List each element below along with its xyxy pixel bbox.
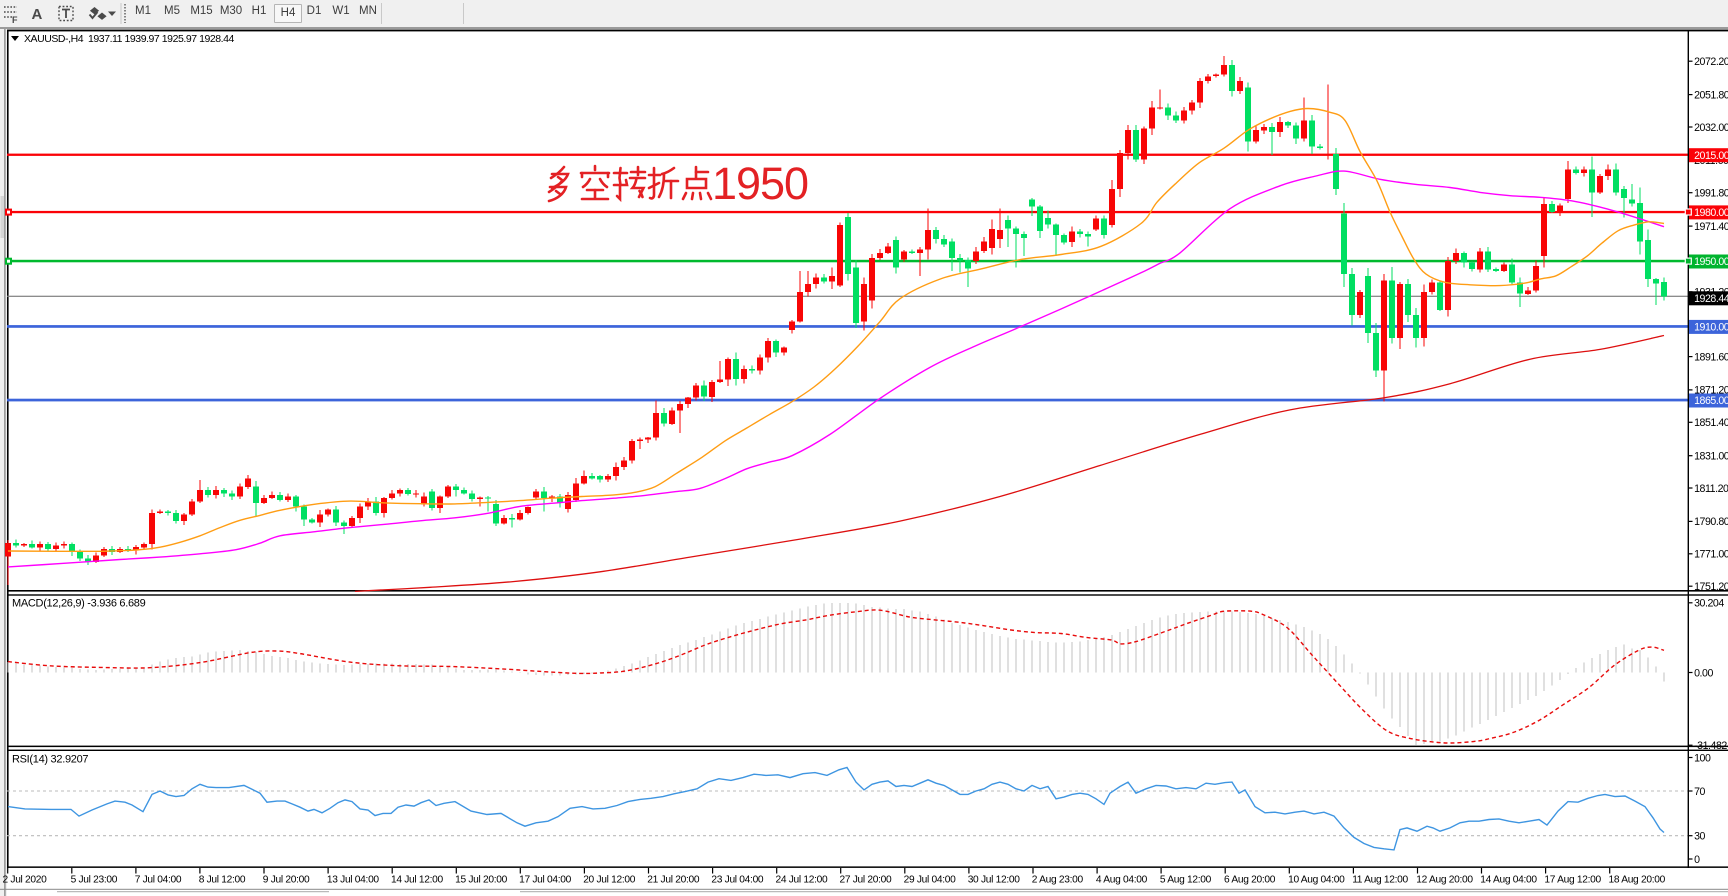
svg-text:1811.20: 1811.20 bbox=[1694, 483, 1728, 495]
svg-text:2 Aug 23:00: 2 Aug 23:00 bbox=[1032, 874, 1084, 885]
svg-text:2015.00: 2015.00 bbox=[1694, 150, 1728, 162]
svg-text:14 Aug 04:00: 14 Aug 04:00 bbox=[1480, 874, 1537, 885]
svg-text:1751.20: 1751.20 bbox=[1694, 581, 1728, 593]
svg-text:29 Jul 04:00: 29 Jul 04:00 bbox=[904, 874, 957, 885]
svg-text:-31.482: -31.482 bbox=[1694, 740, 1727, 752]
svg-text:1950.00: 1950.00 bbox=[1694, 256, 1728, 268]
svg-text:2072.20: 2072.20 bbox=[1694, 56, 1728, 68]
svg-text:F: F bbox=[12, 15, 18, 25]
svg-text:30 Jul 12:00: 30 Jul 12:00 bbox=[968, 874, 1021, 885]
svg-text:1865.00: 1865.00 bbox=[1694, 395, 1728, 407]
svg-text:1790.80: 1790.80 bbox=[1694, 516, 1728, 528]
svg-text:1950: 1950 bbox=[712, 158, 809, 209]
svg-text:1910.00: 1910.00 bbox=[1694, 322, 1728, 334]
svg-text:24 Jul 12:00: 24 Jul 12:00 bbox=[776, 874, 829, 885]
svg-text:2032.00: 2032.00 bbox=[1694, 122, 1728, 134]
svg-text:100: 100 bbox=[1694, 752, 1711, 764]
svg-text:27 Jul 20:00: 27 Jul 20:00 bbox=[840, 874, 893, 885]
svg-text:17 Jul 04:00: 17 Jul 04:00 bbox=[519, 874, 572, 885]
svg-text:5 Jul 23:00: 5 Jul 23:00 bbox=[71, 874, 118, 885]
svg-text:4 Aug 04:00: 4 Aug 04:00 bbox=[1096, 874, 1148, 885]
svg-text:14 Jul 12:00: 14 Jul 12:00 bbox=[391, 874, 444, 885]
svg-text:1831.00: 1831.00 bbox=[1694, 451, 1728, 463]
svg-text:5 Aug 12:00: 5 Aug 12:00 bbox=[1160, 874, 1212, 885]
svg-text:1891.60: 1891.60 bbox=[1694, 351, 1728, 363]
svg-text:RSI(14) 32.9207: RSI(14) 32.9207 bbox=[12, 754, 88, 766]
svg-text:17 Aug 12:00: 17 Aug 12:00 bbox=[1544, 874, 1601, 885]
svg-text:20 Jul 12:00: 20 Jul 12:00 bbox=[583, 874, 636, 885]
svg-text:2 Jul 2020: 2 Jul 2020 bbox=[3, 874, 48, 885]
svg-text:70: 70 bbox=[1694, 786, 1705, 798]
svg-text:13 Jul 04:00: 13 Jul 04:00 bbox=[327, 874, 380, 885]
svg-text:7 Jul 04:00: 7 Jul 04:00 bbox=[135, 874, 182, 885]
svg-text:8 Jul 12:00: 8 Jul 12:00 bbox=[199, 874, 246, 885]
svg-text:30: 30 bbox=[1694, 831, 1705, 843]
svg-text:A: A bbox=[32, 6, 43, 23]
svg-text:9 Jul 20:00: 9 Jul 20:00 bbox=[263, 874, 310, 885]
svg-text:23 Jul 04:00: 23 Jul 04:00 bbox=[711, 874, 764, 885]
svg-text:MACD(12,26,9) -3.936 6.689: MACD(12,26,9) -3.936 6.689 bbox=[12, 598, 146, 610]
svg-text:1971.40: 1971.40 bbox=[1694, 221, 1728, 233]
svg-text:11 Aug 12:00: 11 Aug 12:00 bbox=[1352, 874, 1408, 885]
svg-text:0.00: 0.00 bbox=[1694, 667, 1713, 679]
svg-text:2051.80: 2051.80 bbox=[1694, 89, 1728, 101]
svg-text:18 Aug 20:00: 18 Aug 20:00 bbox=[1609, 874, 1666, 885]
svg-text:21 Jul 20:00: 21 Jul 20:00 bbox=[647, 874, 700, 885]
svg-text:6 Aug 20:00: 6 Aug 20:00 bbox=[1224, 874, 1276, 885]
svg-text:0: 0 bbox=[1694, 854, 1700, 866]
svg-text:XAUUSD-,H4 1937.11 1939.97 19: XAUUSD-,H4 1937.11 1939.97 1925.97 1928.… bbox=[24, 33, 234, 45]
svg-text:1851.40: 1851.40 bbox=[1694, 417, 1728, 429]
svg-text:12 Aug 20:00: 12 Aug 20:00 bbox=[1416, 874, 1473, 885]
svg-text:30.204: 30.204 bbox=[1694, 598, 1724, 610]
svg-text:1991.80: 1991.80 bbox=[1694, 188, 1728, 200]
svg-text:10 Aug 04:00: 10 Aug 04:00 bbox=[1288, 874, 1345, 885]
svg-text:1928.44: 1928.44 bbox=[1694, 293, 1728, 305]
svg-text:15 Jul 20:00: 15 Jul 20:00 bbox=[455, 874, 508, 885]
svg-text:1771.00: 1771.00 bbox=[1694, 549, 1728, 561]
svg-text:1980.00: 1980.00 bbox=[1694, 207, 1728, 219]
